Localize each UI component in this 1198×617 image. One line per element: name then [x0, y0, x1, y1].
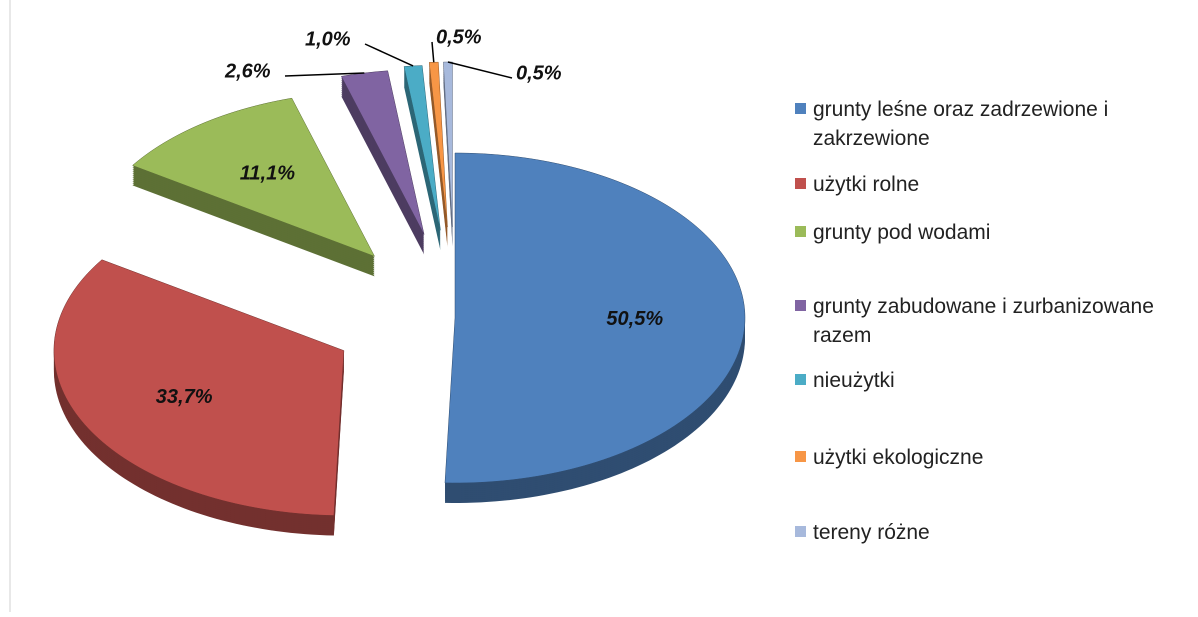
slice-side — [404, 85, 441, 251]
slice-side — [404, 79, 441, 245]
legend-label: grunty zabudowane i zurbanizowane razem — [813, 295, 1154, 347]
slice-side — [429, 78, 448, 244]
slice-side — [404, 73, 441, 239]
slice-side — [429, 66, 448, 232]
legend-item: użytki ekologiczne — [795, 443, 1193, 472]
legend-swatch — [795, 374, 806, 385]
slice-side — [404, 75, 441, 241]
value-label: 50,5% — [606, 308, 663, 330]
legend-label: użytki rolne — [813, 173, 920, 196]
slice-side — [429, 72, 448, 238]
slice-side — [404, 81, 441, 247]
legend-label: tereny różne — [813, 521, 930, 544]
legend-label: grunty leśne oraz zadrzewione i zakrzewi… — [813, 98, 1109, 150]
legend-swatch — [795, 526, 806, 537]
legend-swatch — [795, 451, 806, 462]
slice-side — [404, 83, 441, 249]
value-label: 33,7% — [156, 386, 213, 408]
legend-label: nieużytki — [813, 369, 895, 392]
slice — [132, 97, 376, 257]
slice — [340, 70, 425, 235]
legend-item: grunty leśne oraz zadrzewione i zakrzewi… — [795, 95, 1193, 153]
slice-side — [404, 69, 441, 235]
legend-swatch — [795, 103, 806, 114]
legend-swatch — [795, 226, 806, 237]
slice — [403, 65, 441, 231]
slice — [53, 259, 345, 516]
slice-side — [429, 76, 448, 242]
legend-label: grunty pod wodami — [813, 221, 991, 244]
leader-line — [447, 61, 513, 79]
slice-side — [404, 67, 441, 233]
slice-side — [429, 74, 448, 240]
legend-item: grunty zabudowane i zurbanizowane razem — [795, 292, 1193, 350]
slice — [444, 152, 746, 484]
value-label: 11,1% — [240, 162, 295, 184]
leader-line — [364, 43, 414, 67]
slice-side — [429, 80, 448, 246]
legend-swatch — [795, 178, 806, 189]
legend-label: użytki ekologiczne — [813, 446, 984, 469]
legend-item: nieużytki — [795, 366, 1193, 395]
slice-side — [429, 82, 448, 248]
legend-item: użytki rolne — [795, 170, 1193, 199]
legend-item: grunty pod wodami — [795, 218, 1193, 247]
value-label: 0,5% — [436, 26, 482, 48]
slice-side — [404, 77, 441, 243]
value-label: 1,0% — [305, 28, 351, 50]
legend-item: tereny różne — [795, 518, 1193, 547]
leader-line — [431, 41, 435, 63]
slice-side — [429, 70, 448, 236]
slice-side — [429, 68, 448, 234]
legend-swatch — [795, 300, 806, 311]
slice-side — [404, 71, 441, 237]
value-label: 0,5% — [516, 62, 562, 84]
value-label: 2,6% — [224, 60, 271, 82]
leader-line — [284, 72, 365, 77]
